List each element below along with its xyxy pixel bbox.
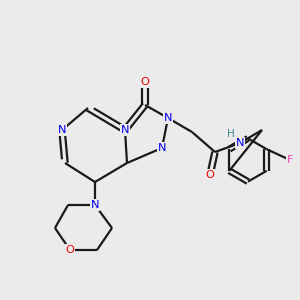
Text: N: N xyxy=(121,125,129,135)
Text: N: N xyxy=(164,113,172,123)
Text: F: F xyxy=(287,155,293,165)
Text: N: N xyxy=(236,138,244,148)
Text: O: O xyxy=(66,245,74,255)
Text: O: O xyxy=(206,170,214,180)
Text: H: H xyxy=(227,129,235,139)
Text: N: N xyxy=(91,200,99,210)
Text: O: O xyxy=(141,77,149,87)
Text: N: N xyxy=(58,125,66,135)
Text: N: N xyxy=(158,143,166,153)
